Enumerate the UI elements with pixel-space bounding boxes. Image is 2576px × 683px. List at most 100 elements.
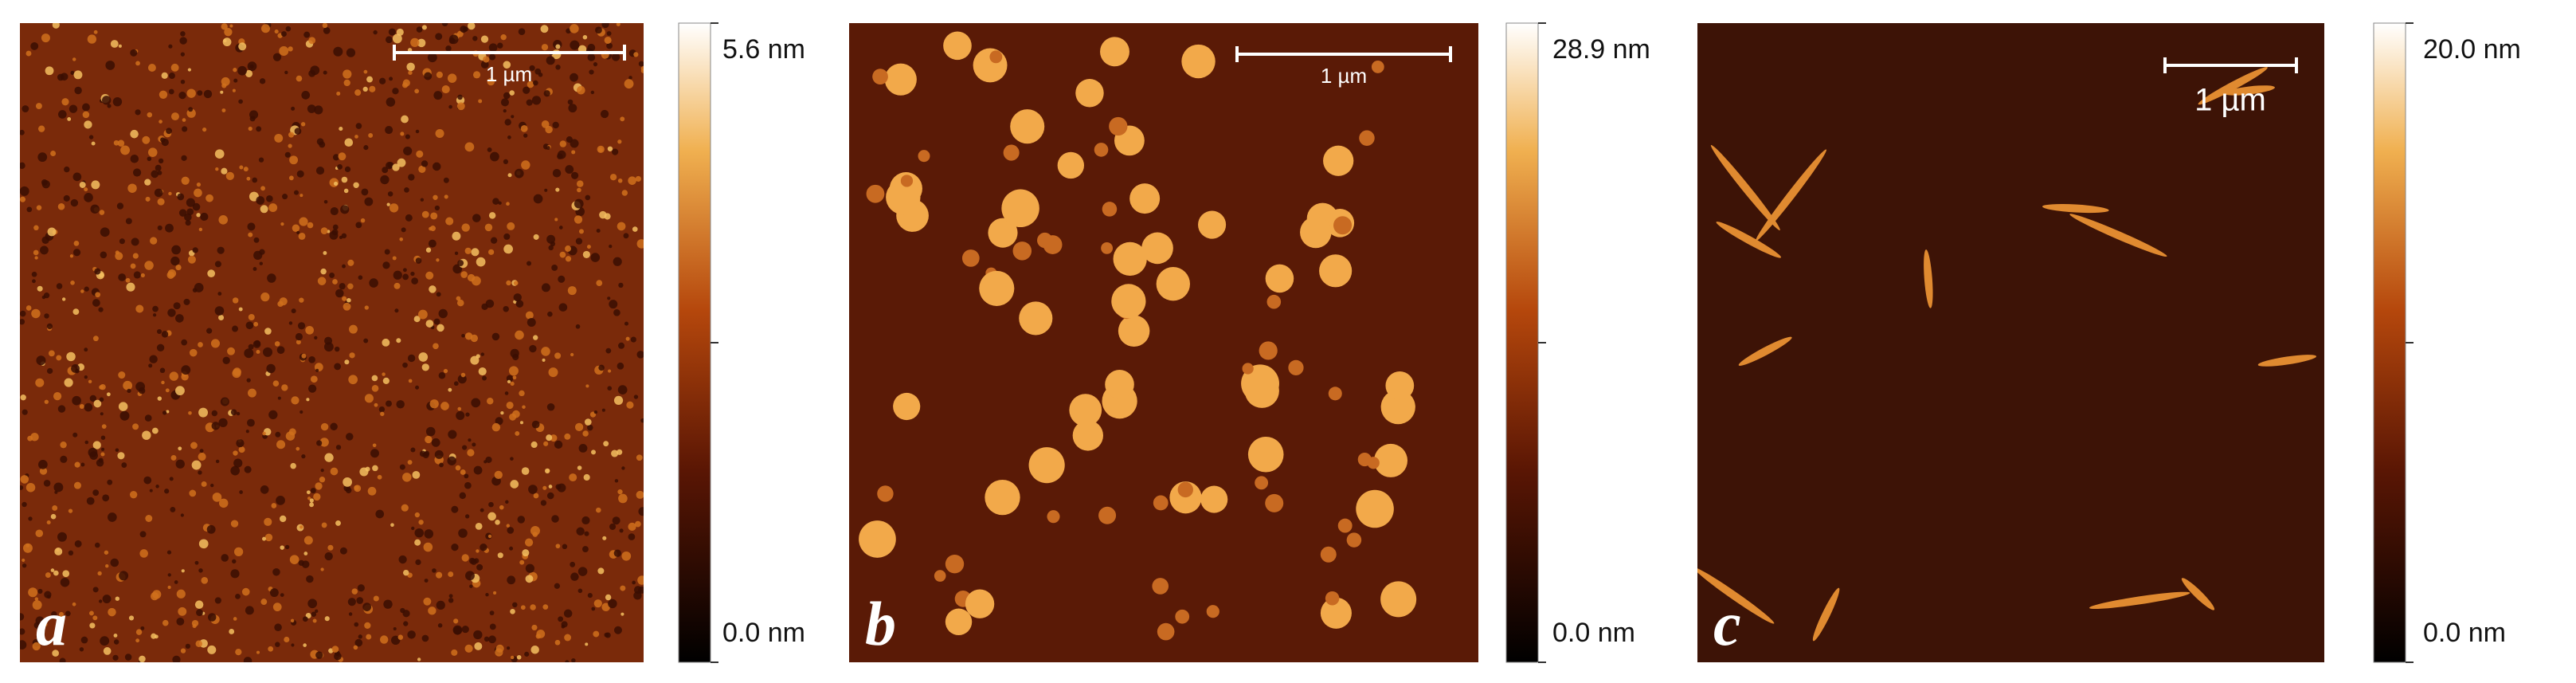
- grain: [313, 493, 321, 501]
- particle: [1028, 447, 1065, 484]
- grain: [382, 167, 389, 174]
- grain: [245, 606, 254, 615]
- grain: [157, 225, 162, 231]
- grain: [167, 308, 176, 317]
- grain: [542, 485, 547, 490]
- grain: [115, 448, 119, 452]
- grain: [414, 512, 420, 518]
- grain: [363, 338, 369, 343]
- grain: [393, 270, 402, 280]
- grain: [523, 133, 528, 138]
- colorbar-min-label: 0.0 nm: [2423, 618, 2506, 648]
- grain: [84, 193, 93, 202]
- grain: [596, 507, 601, 513]
- grain: [487, 77, 495, 86]
- grain: [107, 479, 113, 485]
- grain: [544, 468, 550, 474]
- grain: [436, 258, 440, 262]
- grain: [444, 194, 448, 199]
- grain: [73, 241, 80, 246]
- grain: [445, 45, 452, 52]
- grain: [100, 636, 110, 646]
- grain: [487, 512, 496, 521]
- grain: [407, 460, 413, 465]
- fiber: [1710, 144, 1780, 230]
- grain: [238, 42, 247, 51]
- grain: [424, 450, 430, 457]
- grain: [386, 97, 396, 107]
- grain: [154, 634, 159, 639]
- grain: [533, 80, 538, 86]
- grain: [602, 536, 607, 540]
- grain: [527, 80, 534, 88]
- grain: [488, 212, 496, 219]
- grain: [355, 222, 362, 229]
- grain: [324, 453, 334, 462]
- grain: [151, 427, 159, 434]
- grain: [417, 309, 428, 320]
- grain: [535, 634, 542, 639]
- grain: [423, 542, 433, 552]
- particle: [1266, 294, 1282, 309]
- grain: [577, 588, 583, 594]
- grain: [563, 609, 573, 618]
- grain: [281, 384, 288, 391]
- grain: [20, 162, 25, 169]
- grain: [480, 352, 485, 356]
- grain: [593, 410, 598, 414]
- grain: [110, 40, 119, 48]
- grain: [425, 435, 433, 444]
- grain: [324, 552, 333, 561]
- grain: [436, 571, 443, 579]
- colorbar-min-label: 0.0 nm: [722, 618, 805, 648]
- grain: [339, 283, 346, 290]
- grain: [503, 244, 513, 254]
- grain: [84, 187, 88, 192]
- grain: [69, 104, 78, 113]
- grain: [201, 481, 207, 487]
- grain: [256, 650, 260, 654]
- grain: [179, 37, 187, 45]
- grain: [565, 660, 570, 662]
- grain: [299, 297, 304, 303]
- grain: [589, 69, 594, 75]
- grain: [475, 522, 483, 530]
- particle: [973, 48, 1008, 83]
- grain: [507, 222, 515, 230]
- grain: [394, 308, 399, 313]
- grain: [507, 575, 516, 585]
- grain: [430, 212, 438, 220]
- particle: [1380, 581, 1417, 618]
- grain: [593, 599, 602, 608]
- grain: [598, 364, 605, 371]
- grain: [161, 380, 165, 385]
- grain: [289, 155, 299, 165]
- grain: [57, 405, 66, 413]
- grain: [260, 24, 270, 33]
- grain: [110, 558, 119, 567]
- grain: [506, 375, 514, 383]
- grain: [56, 355, 62, 361]
- grain: [500, 410, 504, 415]
- grain: [429, 285, 437, 293]
- grain: [428, 239, 437, 248]
- grain: [233, 617, 237, 621]
- grain: [506, 401, 514, 410]
- particle: [1181, 44, 1216, 79]
- grain: [343, 477, 352, 487]
- grain: [145, 515, 153, 522]
- grain: [500, 33, 507, 41]
- grain: [218, 418, 228, 427]
- grain: [108, 512, 117, 522]
- particle: [1319, 254, 1353, 288]
- fiber: [2089, 591, 2190, 609]
- grain: [487, 398, 494, 405]
- grain: [564, 634, 571, 642]
- grain: [323, 200, 328, 204]
- grain: [388, 28, 396, 36]
- grain: [411, 277, 418, 285]
- grain: [559, 251, 566, 258]
- grain: [593, 630, 600, 638]
- grain: [384, 249, 390, 255]
- grain: [90, 204, 100, 214]
